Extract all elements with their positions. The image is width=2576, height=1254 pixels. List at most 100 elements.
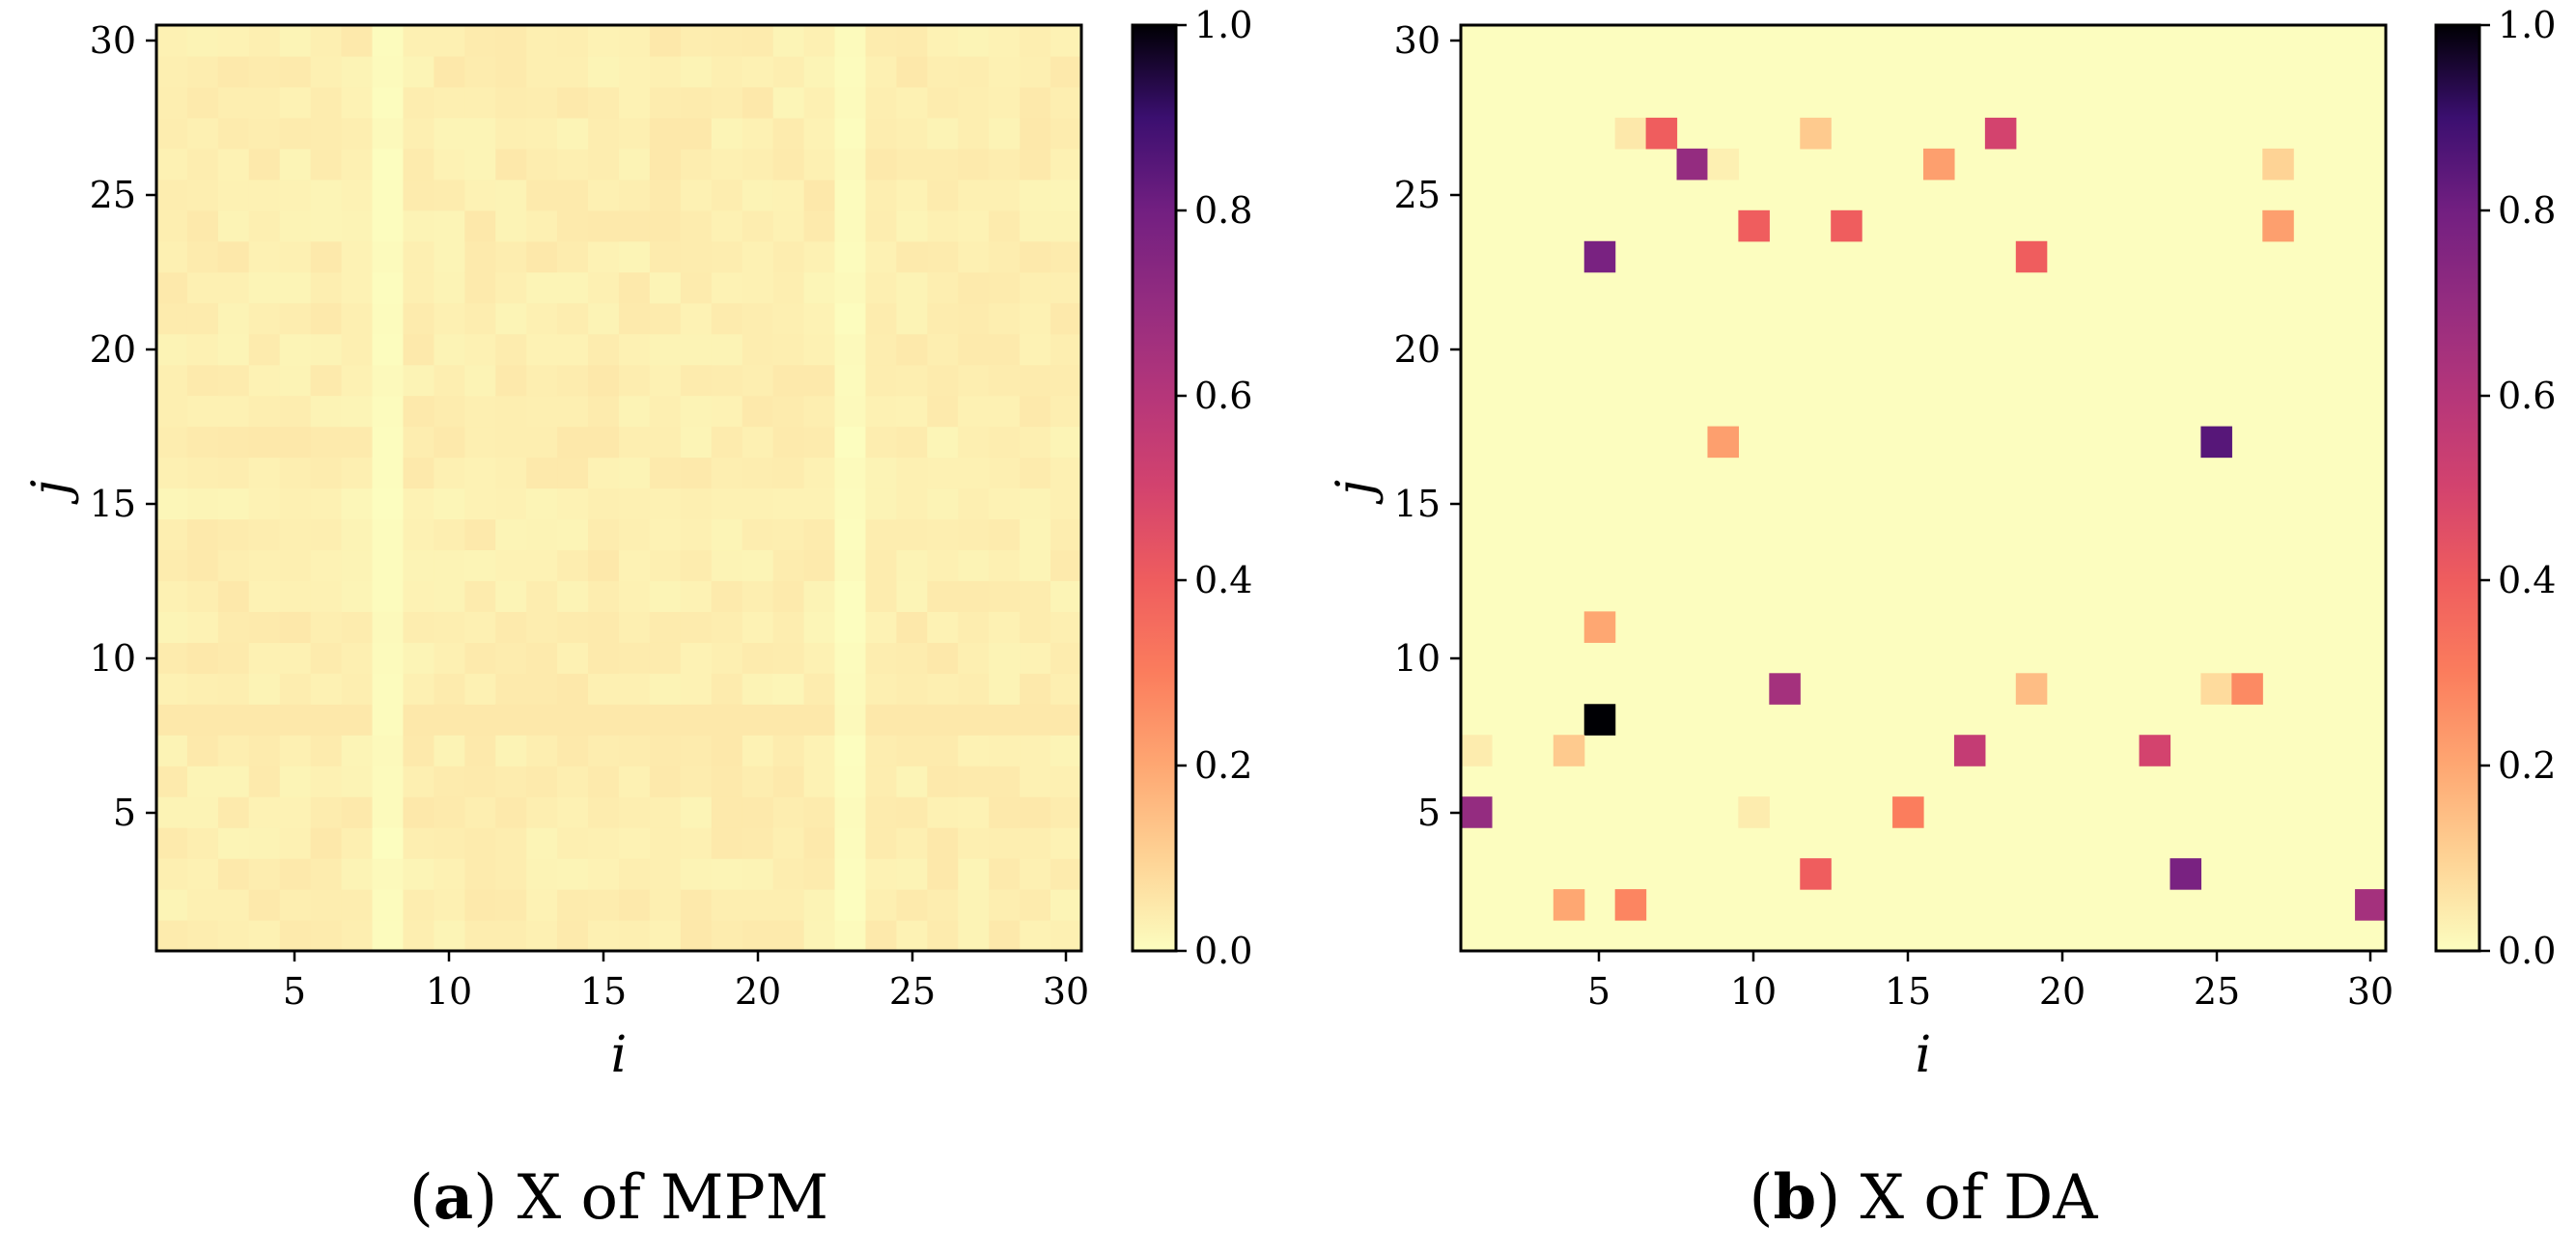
heatmap-cell [156,518,188,551]
heatmap-cell [619,240,651,273]
heatmap-cell [1050,488,1082,520]
heatmap-cell [649,333,682,366]
heatmap-cell [1020,117,1051,150]
heatmap-cell [1020,827,1051,859]
heatmap-cell [896,395,928,428]
heatmap-cell [896,271,928,304]
heatmap-cell [2355,889,2387,921]
heatmap-cell [711,920,743,952]
heatmap-cell [2231,673,2263,705]
heatmap-cell [434,889,465,921]
heatmap-cell [372,642,405,674]
heatmap-cell [896,148,928,181]
heatmap-cell [865,488,897,520]
heatmap-cell [341,704,374,736]
heatmap-cell [927,457,959,489]
heatmap-cell [927,333,959,366]
heatmap-cell [464,796,496,828]
heatmap-cell [896,55,928,88]
heatmap-cell [434,642,465,674]
heatmap-cell [649,209,682,242]
heatmap-cell [495,704,527,736]
heatmap-cell [403,117,434,150]
heatmap-cell [742,364,774,397]
heatmap-cell [310,827,343,859]
heatmap-cell [495,333,527,366]
heatmap-cell [989,642,1021,674]
heatmap-cell [588,580,620,612]
heatmap-cell [279,240,312,273]
heatmap-cell [526,889,558,921]
heatmap-cell [958,673,990,705]
heatmap-cell [495,117,527,150]
heatmap-cell [619,920,651,952]
heatmap-cell [217,735,250,766]
x-tick-label: 5 [1587,970,1610,1013]
heatmap-cell [372,457,405,489]
heatmap-cell [772,179,805,211]
heatmap-cell [372,179,405,211]
heatmap-cell [279,827,312,859]
heatmap-cell [217,920,250,952]
heatmap-cell [680,148,713,181]
y-tick-label: 25 [90,174,136,216]
heatmap-cell [958,209,990,242]
heatmap-cell [649,426,682,459]
heatmap-cell [156,642,188,674]
heatmap-cell [927,86,959,119]
heatmap-cell [526,735,558,766]
heatmap-cell [557,86,589,119]
heatmap-cell [495,488,527,520]
heatmap-cell [1020,148,1051,181]
heatmap-cell [619,364,651,397]
heatmap-cell [464,580,496,612]
heatmap-cell [156,673,188,705]
heatmap-cell [186,395,219,428]
heatmap-cell [464,611,496,643]
heatmap-cell [464,86,496,119]
heatmap-cell [865,179,897,211]
heatmap-cell [279,488,312,520]
heatmap-cell [1050,426,1082,459]
heatmap-cell [742,240,774,273]
heatmap-cell [927,796,959,828]
heatmap-cell [958,271,990,304]
heatmap-cell [341,395,374,428]
heatmap-cell [896,488,928,520]
heatmap-cell [186,580,219,612]
heatmap-cell [310,333,343,366]
heatmap-cell [526,796,558,828]
heatmap-cell [680,858,713,890]
heatmap-cell [186,117,219,150]
heatmap-cell [834,920,867,952]
heatmap-cell [958,25,990,57]
heatmap-cell [896,364,928,397]
heatmap-cell [310,395,343,428]
heatmap-cell [834,209,867,242]
heatmap-cell [156,796,188,828]
heatmap-cell [989,827,1021,859]
heatmap-cell [619,333,651,366]
heatmap-cell [588,735,620,766]
colorbar-tick-label: 0.6 [1194,375,1252,417]
heatmap-cell [834,580,867,612]
heatmap-cell [341,920,374,952]
heatmap-cell [1050,55,1082,88]
heatmap-cell [588,457,620,489]
heatmap-cell [434,611,465,643]
heatmap-cell [927,55,959,88]
heatmap-cell [588,796,620,828]
heatmap-cell [834,55,867,88]
heatmap-cell [279,86,312,119]
heatmap-cell [588,271,620,304]
heatmap-cell [156,179,188,211]
heatmap-cell [217,426,250,459]
heatmap-cell [1050,86,1082,119]
heatmap-cell [557,364,589,397]
heatmap-cell [310,518,343,551]
heatmap-cell [649,735,682,766]
heatmap-cell [1738,796,1770,828]
heatmap-cell [772,86,805,119]
heatmap-cell [403,827,434,859]
heatmap-cell [526,858,558,890]
